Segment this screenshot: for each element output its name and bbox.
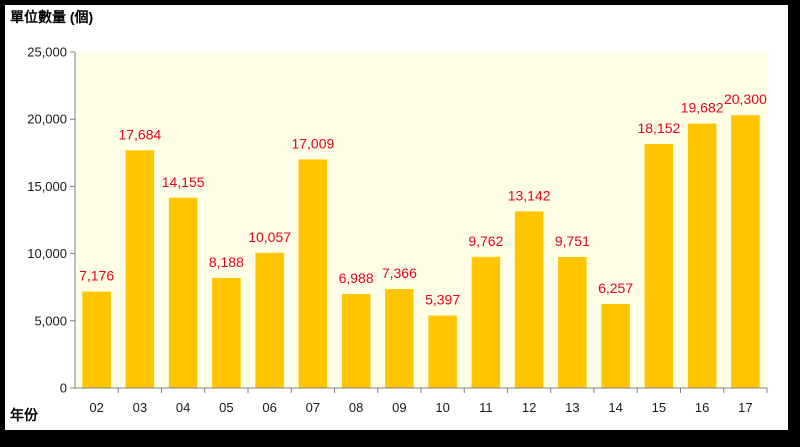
x-tick-label: 09 [392,400,406,415]
x-tick-label: 17 [738,400,752,415]
data-label: 17,009 [291,135,334,151]
y-tick-label: 15,000 [27,179,67,194]
x-tick-label: 04 [176,400,190,415]
bar-12 [514,211,544,388]
data-label: 20,300 [724,91,767,107]
data-label: 13,142 [508,187,551,203]
x-tick-label: 06 [262,400,276,415]
y-tick-label: 20,000 [27,112,67,127]
data-label: 8,188 [209,254,244,270]
bar-09 [385,289,414,388]
x-tick-label: 02 [89,400,103,415]
x-axis-ticks: 02 03 04 05 06 07 08 09 10 11 12 13 14 15 16 17 [89,388,768,415]
bar-10 [428,315,457,388]
y-tick-label: 0 [60,381,67,396]
data-label: 6,988 [339,270,374,286]
bars-group [82,115,760,388]
y-tick-label: 25,000 [27,45,67,60]
x-axis-title: 年份 [10,407,39,423]
y-axis-title: 單位數量 (個) [10,9,93,25]
bar-11 [471,256,501,388]
x-tick-label: 16 [695,400,709,415]
bar-02 [82,291,111,388]
x-tick-label: 05 [219,400,233,415]
data-label: 9,762 [468,233,503,249]
bar-05 [212,277,241,388]
bar-08 [341,294,371,388]
y-tick-label: 10,000 [27,246,67,261]
data-label: 9,751 [555,233,590,249]
x-tick-label: 12 [522,400,536,415]
data-label: 10,057 [248,229,291,245]
x-tick-label: 08 [349,400,363,415]
bar-17 [731,115,760,388]
bar-04 [168,197,198,388]
y-tick-label: 5,000 [34,313,67,328]
data-label: 5,397 [425,291,460,307]
bar-03 [125,150,155,388]
x-tick-label: 14 [608,400,622,415]
data-label: 7,366 [382,265,417,281]
x-tick-label: 11 [479,400,493,415]
bar-15 [644,144,674,388]
y-axis-ticks: 0 5,000 10,000 15,000 20,000 25,000 [27,45,75,396]
bar-13 [558,256,587,388]
x-tick-label: 15 [652,400,666,415]
x-tick-label: 03 [133,400,147,415]
data-label: 19,682 [681,99,724,115]
x-tick-label: 13 [565,400,579,415]
bar-14 [601,303,630,388]
bar-07 [298,159,328,388]
data-label: 14,155 [162,174,205,190]
data-label: 6,257 [598,280,633,296]
data-label: 18,152 [637,120,680,136]
x-tick-label: 10 [435,400,449,415]
data-label: 7,176 [79,268,114,284]
bar-16 [687,123,717,388]
x-tick-label: 07 [306,400,320,415]
bar-06 [255,252,284,388]
data-label: 17,684 [118,126,161,142]
